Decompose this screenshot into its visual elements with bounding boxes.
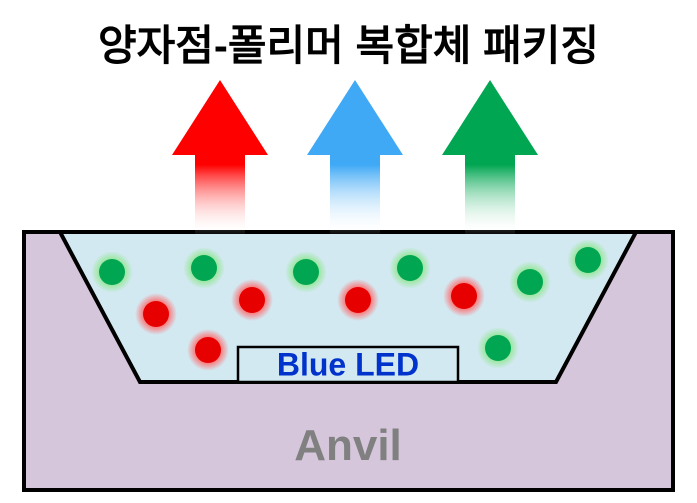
emission-arrow: [442, 80, 538, 234]
quantum-dot-green: [397, 255, 423, 281]
quantum-dot-green: [575, 247, 601, 273]
quantum-dot-red: [195, 337, 221, 363]
emission-arrow: [307, 80, 403, 234]
blue-led-label: Blue LED: [277, 347, 419, 383]
anvil-label: Anvil: [294, 421, 402, 470]
emission-arrow: [172, 80, 268, 234]
quantum-dot-red: [451, 283, 477, 309]
quantum-dot-green: [485, 335, 511, 361]
quantum-dot-green: [191, 255, 217, 281]
diagram-svg: Anvil Blue LED: [0, 0, 697, 503]
quantum-dot-green: [293, 259, 319, 285]
quantum-dot-green: [517, 269, 543, 295]
quantum-dot-red: [345, 287, 371, 313]
quantum-dot-red: [239, 287, 265, 313]
quantum-dot-green: [99, 259, 125, 285]
quantum-dot-red: [143, 301, 169, 327]
